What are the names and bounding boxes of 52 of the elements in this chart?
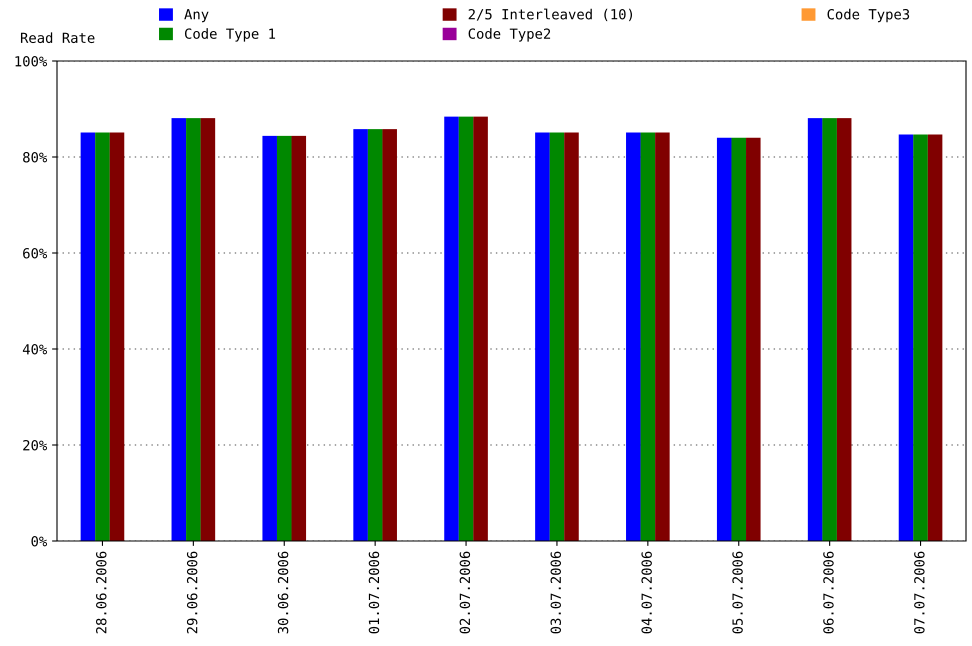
bar (746, 138, 761, 541)
legend-label: Code Type3 (828, 8, 910, 22)
bar (444, 116, 459, 541)
bar (292, 136, 306, 541)
y-tick-label: 80% (23, 152, 48, 163)
x-tick-label: 28.06.2006 (96, 552, 107, 634)
bar (172, 118, 186, 541)
y-axis-title: Read Rate (20, 32, 94, 44)
bar (535, 132, 550, 541)
x-tick-label: 03.07.2006 (550, 552, 562, 634)
x-tick-label: 01.07.2006 (368, 552, 380, 634)
bar (382, 129, 397, 541)
bar (716, 138, 732, 541)
x-tick-label: 07.07.2006 (914, 552, 925, 634)
x-tick-label: 02.07.2006 (460, 552, 470, 634)
x-tick-label: 29.06.2006 (186, 552, 198, 634)
bar (262, 136, 277, 541)
x-tick-label: 04.07.2006 (641, 552, 652, 634)
legend-label: Any (184, 9, 209, 22)
bar (655, 132, 670, 541)
legend-label: 2/5 Interleaved (10) (468, 8, 632, 22)
bar (80, 132, 96, 541)
bar (898, 134, 914, 541)
bar (913, 134, 928, 541)
x-tick-label: 30.06.2006 (278, 552, 288, 634)
legend-label: Code Type2 (468, 28, 550, 42)
bar (564, 132, 579, 541)
y-tick-label: 100% (16, 56, 48, 67)
bar (550, 132, 564, 541)
x-tick-label: 05.07.2006 (732, 552, 743, 634)
bar (626, 132, 641, 541)
bar (458, 116, 474, 541)
bar (200, 118, 216, 541)
bar (110, 132, 124, 541)
bar (353, 129, 368, 541)
bar (368, 129, 382, 541)
y-tick-label: 20% (23, 440, 48, 451)
bar (822, 118, 837, 541)
bar (473, 116, 488, 541)
bar (95, 132, 110, 541)
bar (808, 118, 822, 541)
bar (276, 136, 292, 541)
bar (731, 138, 746, 541)
bar (640, 132, 656, 541)
y-tick-label: 60% (23, 248, 48, 259)
bar (836, 118, 852, 541)
y-tick-label: 0% (31, 536, 48, 547)
y-tick-label: 40% (22, 344, 48, 355)
bar (928, 134, 942, 541)
legend-label: Code Type 1 (184, 28, 276, 42)
x-tick-label: 06.07.2006 (823, 552, 834, 634)
bar (186, 118, 201, 541)
